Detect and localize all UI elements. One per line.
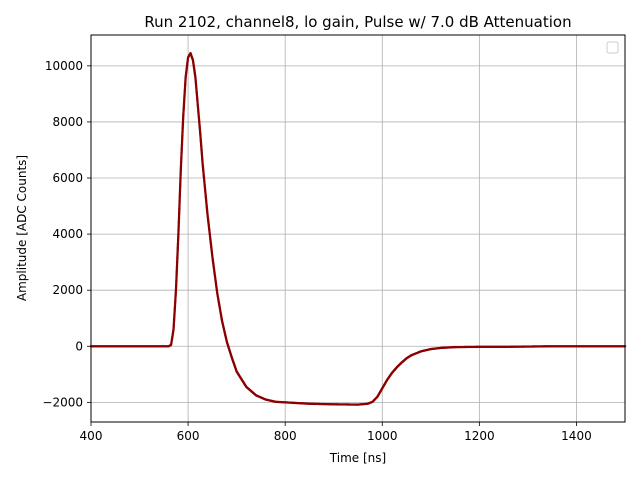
x-tick-label: 400: [80, 429, 103, 443]
x-tick-label: 600: [177, 429, 200, 443]
y-tick-label: 2000: [52, 283, 83, 297]
data-series: [89, 52, 627, 406]
x-tick-label: 1400: [561, 429, 592, 443]
y-tick-label: 6000: [52, 171, 83, 185]
y-tick-label: −2000: [42, 395, 83, 409]
ticks: 400 600 800 1000 1200 1400 −2000 0 2000 4000 6000 8…: [42, 59, 591, 443]
x-tick-label: 1200: [464, 429, 495, 443]
chart-title: Run 2102, channel8, lo gain, Pulse w/ 7.…: [144, 13, 571, 31]
y-tick-label: 4000: [52, 227, 83, 241]
y-tick-label: 8000: [52, 115, 83, 129]
x-axis-label: Time [ns]: [329, 451, 386, 465]
legend-box: [606, 41, 619, 54]
x-tick-label: 800: [274, 429, 297, 443]
y-tick-label: 10000: [45, 59, 83, 73]
y-axis-label: Amplitude [ADC Counts]: [15, 155, 29, 301]
x-tick-label: 1000: [367, 429, 398, 443]
y-tick-label: 0: [75, 339, 83, 353]
plot-frame: [90, 34, 626, 423]
